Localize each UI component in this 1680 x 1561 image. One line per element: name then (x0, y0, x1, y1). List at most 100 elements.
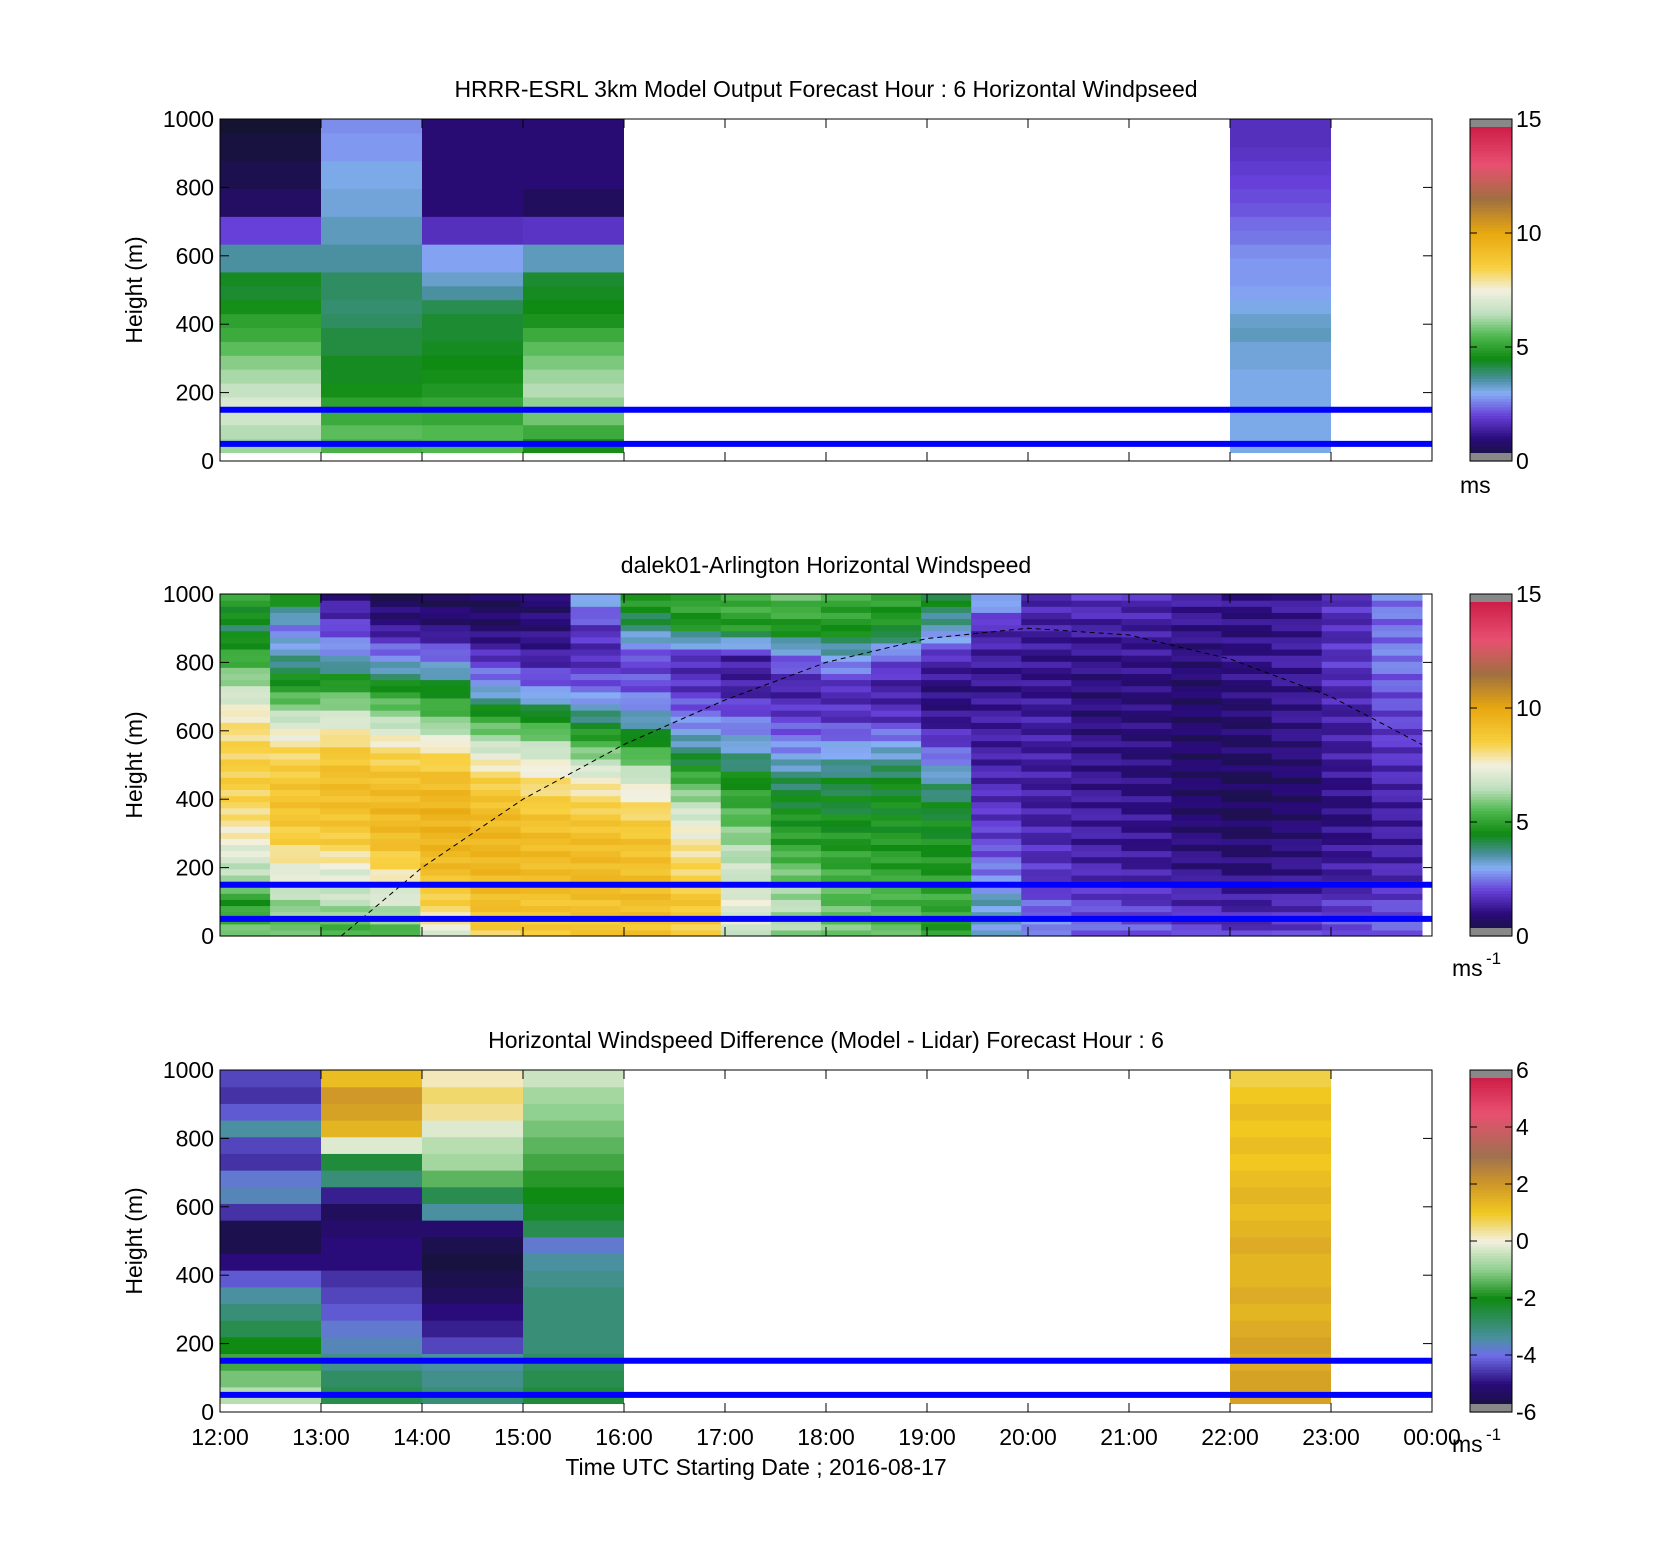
heatmap-cell (1071, 734, 1123, 742)
heatmap-cell (670, 758, 722, 766)
heatmap-cell (1230, 1270, 1331, 1288)
heatmap-cell (270, 661, 321, 668)
heatmap-cell (1271, 728, 1323, 736)
heatmap-cell (770, 734, 822, 742)
heatmap-cell (1371, 642, 1423, 650)
colorbar-swatch (1470, 633, 1512, 638)
heatmap-cell (1121, 697, 1173, 705)
heatmap-cell (971, 594, 1022, 601)
heatmap-cell (620, 819, 672, 827)
heatmap-cell (470, 624, 522, 632)
colorbar-swatch (1470, 1246, 1512, 1251)
heatmap-cell (220, 661, 271, 668)
heatmap-cell (1221, 899, 1273, 907)
heatmap-cell (470, 777, 522, 784)
colorbar-swatch (1470, 807, 1512, 812)
heatmap-cell (1071, 795, 1123, 803)
y-tick-label: 1000 (163, 581, 214, 607)
heatmap-cell (320, 716, 371, 723)
colorbar-swatch (1470, 1152, 1512, 1157)
heatmap-cell (871, 832, 922, 839)
heatmap-cell (570, 710, 622, 717)
heatmap-cell (321, 327, 422, 342)
heatmap-cell (1071, 728, 1123, 736)
heatmap-cell (871, 716, 922, 723)
colorbar-swatch (1470, 158, 1512, 163)
heatmap-cell (1021, 832, 1072, 839)
colorbar-tick-label: 2 (1516, 1171, 1529, 1197)
heatmap-cell (1221, 673, 1273, 681)
heatmap-cell (1121, 923, 1173, 931)
heatmap-cell (570, 789, 622, 797)
heatmap-cell (1071, 722, 1123, 729)
colorbar-swatch (1470, 1386, 1512, 1390)
heatmap-cell (470, 929, 522, 937)
heatmap-cell (921, 679, 972, 687)
heatmap-cell (1271, 685, 1323, 693)
colorbar-swatch (1470, 1098, 1512, 1102)
heatmap-cell (370, 703, 421, 711)
heatmap-cell (220, 752, 271, 760)
colorbar-swatch (1470, 782, 1512, 786)
heatmap-cell (470, 801, 522, 809)
heatmap-cell (1230, 1303, 1331, 1321)
heatmap-cell (520, 606, 572, 613)
heatmap-cell (871, 655, 922, 662)
y-tick-label: 200 (176, 855, 214, 881)
heatmap-cell (370, 826, 421, 833)
heatmap-cell (1321, 642, 1373, 650)
heatmap-cell (470, 783, 522, 791)
heatmap-cell (270, 813, 321, 821)
heatmap-cell (1121, 594, 1173, 601)
heatmap-cell (1371, 594, 1423, 601)
colorbar-swatch (1470, 1252, 1512, 1256)
colorbar-swatch (1470, 438, 1512, 442)
heatmap-cell (1121, 801, 1173, 809)
heatmap-cell (220, 424, 321, 440)
heatmap-cell (1271, 661, 1323, 668)
heatmap-cell (871, 746, 922, 754)
heatmap-cell (1230, 216, 1331, 231)
heatmap-cell (1021, 624, 1072, 632)
heatmap-cell (321, 369, 422, 384)
colorbar-swatch (1470, 619, 1512, 624)
heatmap-cell (720, 789, 772, 797)
x-tick-label: 14:00 (393, 1424, 451, 1450)
heatmap-cell (620, 923, 672, 931)
heatmap-cell (871, 868, 922, 876)
heatmap-cell (1371, 673, 1423, 681)
heatmap-cell (1230, 1086, 1331, 1104)
heatmap-cell (270, 826, 321, 833)
heatmap-cell (1230, 1153, 1331, 1171)
heatmap-cell (270, 868, 321, 876)
heatmap-cell (470, 618, 522, 626)
heatmap-cell (370, 728, 421, 736)
heatmap-cell (1021, 655, 1072, 662)
heatmap-cell (270, 746, 321, 754)
colorbar-swatch (1470, 665, 1512, 669)
heatmap-cell (1371, 630, 1423, 638)
heatmap-cell (1171, 807, 1223, 815)
heatmap-cell (1271, 703, 1323, 711)
heatmap-cell (1121, 832, 1173, 839)
heatmap-cell (820, 771, 872, 778)
heatmap-cell (620, 844, 672, 852)
heatmap-cell (320, 801, 371, 809)
heatmap-cell (422, 257, 523, 273)
heatmap-cell (1171, 697, 1223, 705)
colorbar-swatch (1470, 409, 1512, 414)
heatmap-cell (1221, 893, 1273, 900)
heatmap-cell (1271, 911, 1323, 919)
heatmap-cell (1121, 618, 1173, 626)
heatmap-cell (720, 899, 772, 907)
heatmap-cell (1221, 795, 1273, 803)
heatmap-cell (1321, 856, 1373, 864)
colorbar-swatch (1470, 659, 1512, 663)
heatmap-cell (1171, 594, 1223, 601)
heatmap-cell (921, 697, 972, 705)
heatmap-cell (1371, 703, 1423, 711)
heatmap-cell (220, 819, 271, 827)
colorbar-swatch (1470, 173, 1512, 177)
y-tick-label: 400 (176, 1262, 214, 1288)
heatmap-cell (921, 832, 972, 839)
